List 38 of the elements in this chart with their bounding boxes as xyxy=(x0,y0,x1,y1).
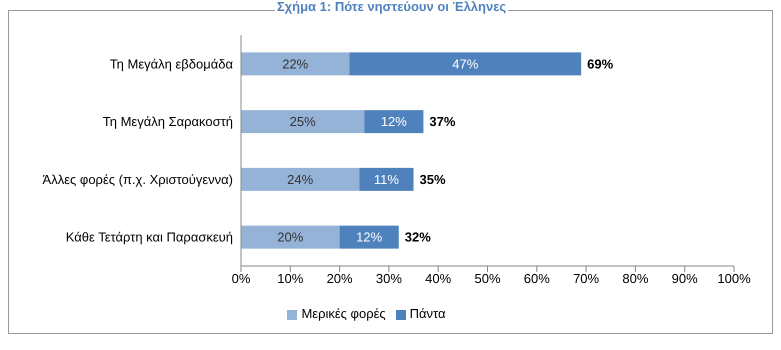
bar xyxy=(241,110,364,134)
bar xyxy=(349,52,582,76)
data-label: 11% xyxy=(374,172,400,187)
total-label: 37% xyxy=(429,114,456,130)
total-label: 35% xyxy=(420,172,446,187)
x-tick-label: 20% xyxy=(326,271,354,286)
x-tick-label: 60% xyxy=(524,271,550,286)
y-tick-label: Κάθε Τετάρτη και Παρασκευή xyxy=(66,230,233,245)
x-tick-label: 10% xyxy=(277,271,304,286)
y-tick-label: Τη Μεγάλη Σαρακοστή xyxy=(102,114,233,130)
legend-label: Πάντα xyxy=(410,306,446,321)
data-label: 20% xyxy=(277,230,304,245)
data-label: 25% xyxy=(290,114,316,130)
bar xyxy=(241,52,350,76)
total-label: 32% xyxy=(404,230,432,245)
y-tick-label: Άλλες φορές (π.χ. Χριστούγεννα) xyxy=(42,172,233,187)
x-tick-label: 0% xyxy=(232,271,251,286)
data-label: 22% xyxy=(282,56,309,72)
x-tick-label: 70% xyxy=(573,271,600,286)
x-tick-label: 30% xyxy=(376,271,402,286)
bar xyxy=(241,168,360,191)
bar xyxy=(364,110,424,134)
data-label: 12% xyxy=(380,114,408,130)
bar xyxy=(340,226,399,249)
data-label: 24% xyxy=(287,172,314,187)
x-tick-label: 50% xyxy=(474,271,501,286)
chart-title: Σχήμα 1: Πότε νηστεύουν οι Έλληνες xyxy=(274,0,508,14)
x-tick-label: 80% xyxy=(622,271,649,286)
legend-label: Μερικές φορές xyxy=(301,306,386,321)
bar xyxy=(359,168,414,191)
bar xyxy=(241,226,340,249)
total-label: 69% xyxy=(587,56,614,72)
y-tick-label: Τη Μεγάλη εβδομάδα xyxy=(110,56,234,72)
data-label: 47% xyxy=(452,56,479,72)
x-tick-label: 100% xyxy=(717,271,752,286)
x-tick-label: 40% xyxy=(425,271,452,286)
data-label: 12% xyxy=(356,230,383,245)
x-tick-label: 90% xyxy=(672,271,698,286)
